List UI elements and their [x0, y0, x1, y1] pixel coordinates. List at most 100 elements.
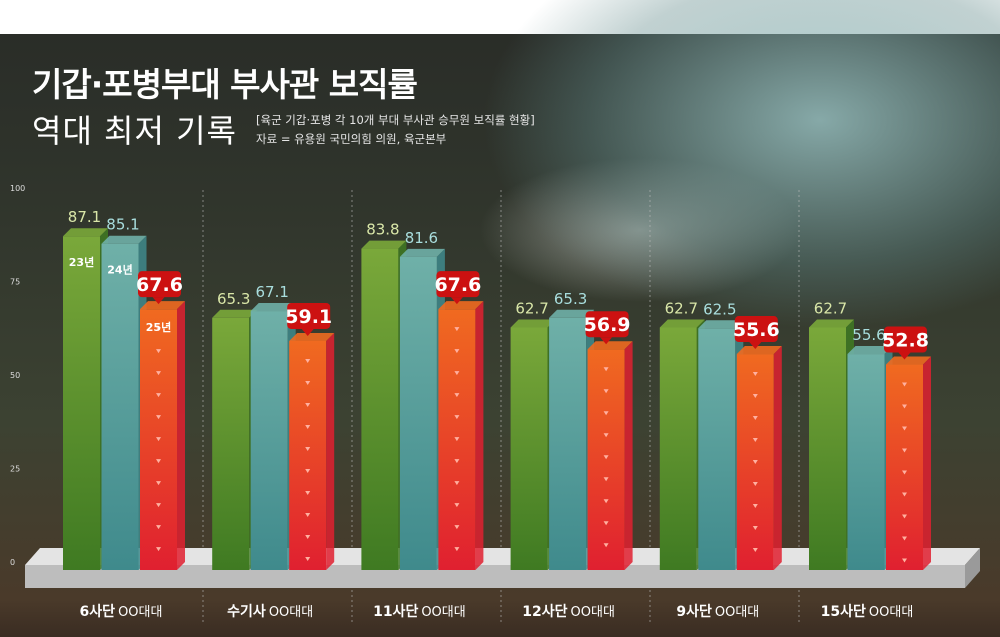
x-tick-label: 수기사 OO대대 [227, 604, 313, 620]
x-tick-label: 12사단 OO대대 [522, 603, 615, 620]
arrow-marker [752, 504, 758, 509]
arrow-marker [156, 525, 161, 530]
callout-pointer [749, 342, 762, 350]
arrow-marker [454, 393, 460, 398]
bar-front [698, 328, 736, 570]
arrow-marker [305, 490, 311, 495]
arrow-marker [156, 371, 161, 376]
y-tick-label: 25 [10, 465, 20, 474]
arrow-marker [603, 477, 609, 482]
x-tick-label: 15사단 OO대대 [821, 603, 914, 620]
bar-front [63, 236, 100, 570]
arrow-marker [603, 543, 609, 548]
arrow-marker [752, 548, 758, 553]
data-label: 83.8 [366, 221, 399, 239]
bar-side [475, 301, 484, 570]
y-tick-label: 100 [10, 184, 25, 193]
value-callout [734, 316, 778, 343]
arrow-marker [305, 556, 311, 561]
bar-top [736, 346, 782, 355]
bar-top [510, 319, 556, 328]
bar-25년-15사단: 52.8 [882, 326, 931, 570]
bar-25년-12사단: 56.9 [584, 311, 633, 570]
arrow-marker [454, 371, 460, 376]
arrow-marker [902, 514, 907, 519]
arrow-marker [454, 503, 460, 508]
data-label: 55.6 [733, 319, 780, 341]
bar-top [809, 319, 854, 328]
arrow-marker [902, 426, 907, 431]
arrow-marker [454, 349, 460, 354]
x-tick-label: 6사단 OO대대 [80, 603, 163, 620]
bar-side [773, 346, 782, 570]
arrow-marker [454, 525, 460, 530]
callout-pointer [450, 297, 463, 305]
y-tick-label: 75 [10, 278, 20, 287]
base-platform-side [965, 548, 980, 588]
base-platform-front [25, 565, 965, 588]
arrow-marker [305, 380, 311, 385]
bar-24년-6사단: 85.1 24년 [101, 216, 147, 570]
arrow-marker [603, 433, 609, 438]
bar-top [659, 319, 705, 328]
bar-front [549, 317, 587, 570]
bar-top [101, 235, 147, 244]
arrow-marker [454, 459, 460, 464]
arrow-marker [305, 468, 311, 473]
arrow-marker [752, 394, 758, 399]
arrow-marker [156, 503, 161, 508]
arrow-marker [603, 455, 609, 460]
data-label: 87.1 [68, 208, 101, 226]
bar-top [438, 301, 484, 310]
arrow-marker [305, 446, 311, 451]
bar-front [886, 364, 923, 570]
y-tick-label: 50 [10, 371, 20, 380]
bar-25년-6사단: 67.6 25년 [136, 271, 185, 570]
bar-top [587, 341, 633, 350]
bar-23년-6사단: 87.1 23년 [63, 208, 108, 570]
arrow-marker [603, 389, 609, 394]
arrow-marker [902, 382, 907, 387]
bar-front [847, 354, 885, 570]
data-label: 62.7 [814, 300, 847, 318]
data-label: 67.6 [434, 274, 481, 296]
data-label: 62.5 [703, 300, 736, 318]
x-tick-label: 9사단 OO대대 [676, 603, 759, 620]
arrow-marker [156, 459, 161, 464]
bar-front [659, 327, 697, 570]
bar-front [101, 243, 139, 570]
bar-25년-11사단: 67.6 [434, 271, 484, 570]
arrow-marker [603, 367, 609, 372]
data-label: 67.6 [136, 274, 183, 296]
bar-top [63, 228, 108, 237]
callout-pointer [600, 337, 613, 345]
bar-25년-수기사: 59.1 [285, 302, 335, 570]
data-label: 55.6 [852, 326, 885, 344]
callout-pointer [152, 297, 165, 305]
arrow-marker [156, 547, 161, 552]
bar-front [212, 317, 250, 570]
bar-front [361, 248, 399, 570]
chart-note: [육군 기갑·포병 각 10개 부대 부사관 승무원 보직률 현황] [256, 113, 535, 127]
bar-23년-수기사: 65.3 [212, 290, 258, 570]
arrow-marker [305, 358, 311, 363]
arrow-marker [902, 470, 907, 475]
data-label: 65.3 [217, 290, 250, 308]
bar-side [624, 341, 633, 570]
data-label: 56.9 [584, 314, 631, 336]
series-label: 23년 [69, 255, 94, 269]
x-tick-label: 11사단 OO대대 [373, 603, 466, 620]
arrow-marker [454, 415, 460, 420]
arrow-marker [902, 558, 907, 563]
value-callout [436, 271, 480, 298]
bar-front [399, 256, 437, 570]
bar-23년-12사단: 62.7 [510, 300, 556, 570]
arrow-marker [752, 438, 758, 443]
bar-side [326, 332, 335, 570]
arrow-marker [305, 534, 311, 539]
value-callout [287, 302, 331, 329]
bar-top [886, 356, 931, 365]
arrow-marker [156, 393, 161, 398]
arrow-marker [902, 536, 907, 541]
series-label: 25년 [146, 320, 171, 334]
